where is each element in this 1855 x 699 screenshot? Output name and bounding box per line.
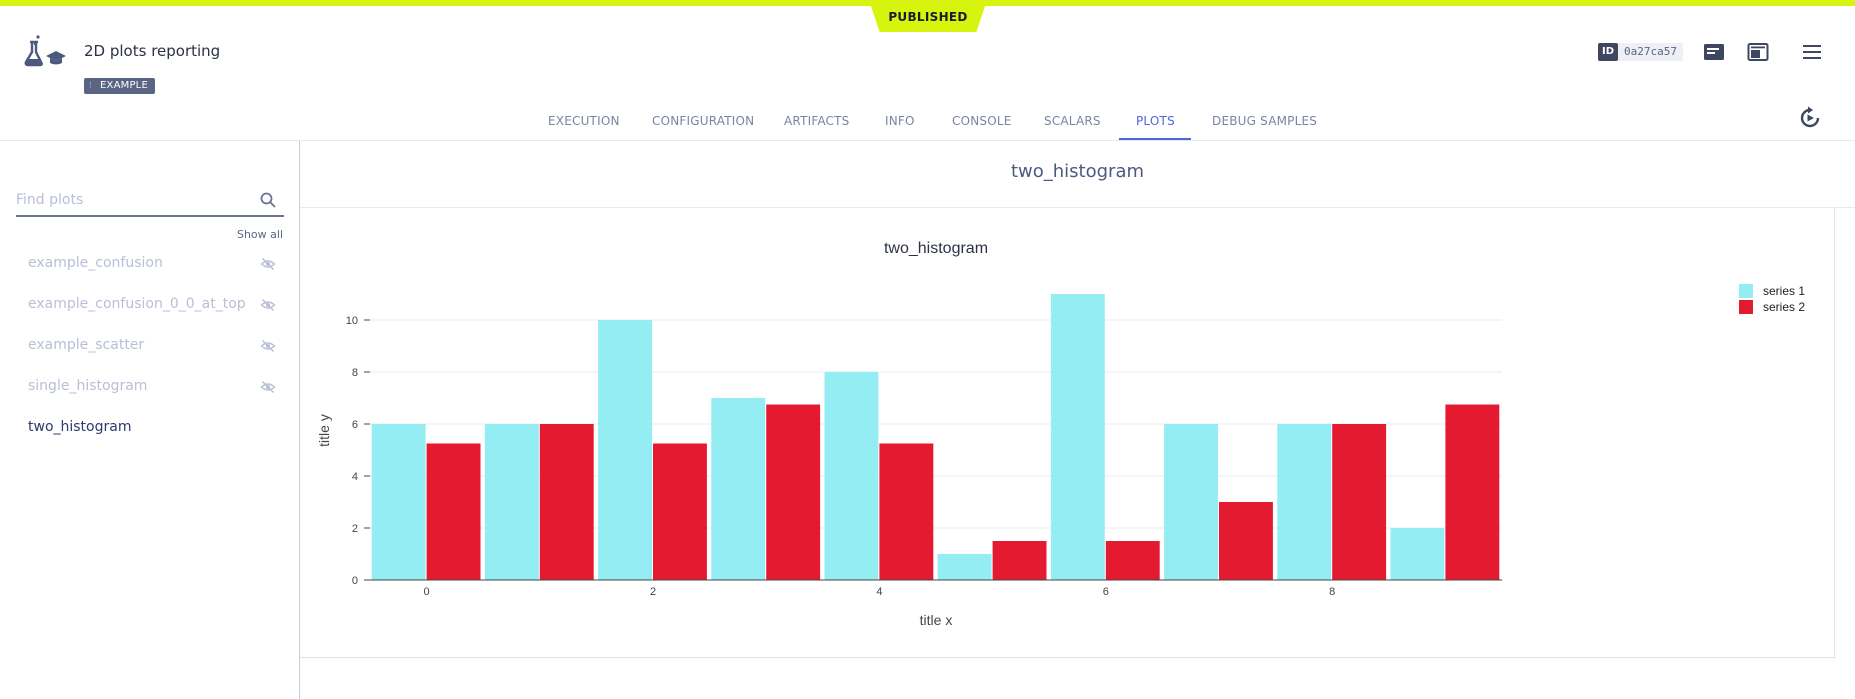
bar-series-1 [937, 554, 992, 580]
status-badge: PUBLISHED [869, 0, 987, 32]
plot-item-single-histogram[interactable]: single_histogram [28, 375, 288, 399]
x-tick-label: 0 [424, 586, 430, 598]
legend-swatch [1739, 284, 1753, 298]
search-icon[interactable] [260, 192, 276, 208]
experiment-title: 2D plots reporting [84, 42, 221, 60]
tag-label: EXAMPLE [100, 80, 148, 91]
active-tab-indicator [1119, 138, 1191, 140]
bar-series-2 [1105, 541, 1160, 580]
plot-item-label: single_histogram [28, 378, 148, 394]
histogram-chart[interactable]: 0 2 4 6 8 10 0 2 4 6 8 two_histogram title x title… [300, 208, 1834, 657]
example-tag[interactable]: ⁝ EXAMPLE [84, 78, 155, 94]
bar-series-2 [426, 443, 481, 580]
panel-divider [300, 207, 1855, 208]
auto-refresh-icon[interactable] [1797, 105, 1823, 131]
bar-series-2 [1332, 424, 1387, 580]
eye-off-icon[interactable] [260, 379, 276, 395]
y-tick-label: 0 [352, 575, 358, 587]
plot-item-label: example_scatter [28, 337, 145, 353]
eye-off-icon[interactable] [260, 297, 276, 313]
plot-item-example-scatter[interactable]: example_scatter [28, 334, 288, 358]
bar-series-2 [992, 541, 1047, 580]
plot-item-label: two_histogram [28, 419, 132, 435]
x-tick-label: 8 [1329, 586, 1335, 598]
details-panel-icon[interactable] [1702, 40, 1726, 64]
bar-series-2 [766, 404, 821, 580]
tick-labels: 0 2 4 6 8 10 0 2 4 6 8 [346, 315, 1336, 598]
tab-execution[interactable]: EXECUTION [548, 114, 620, 128]
bar-series-2 [539, 424, 594, 580]
legend-label: series 2 [1763, 300, 1805, 314]
tab-debug-samples[interactable]: DEBUG SAMPLES [1212, 114, 1318, 128]
plots-sidebar: Find plots Show all example_confusion ex… [0, 141, 300, 699]
x-tick-label: 4 [876, 586, 882, 598]
bar-series-1 [371, 424, 426, 580]
layout-toggle-icon[interactable] [1746, 40, 1770, 64]
menu-icon[interactable] [1800, 40, 1824, 64]
y-tick-label: 8 [352, 367, 358, 379]
tab-info[interactable]: INFO [885, 114, 915, 128]
experiment-icon [24, 35, 66, 67]
x-tick-label: 6 [1103, 586, 1109, 598]
x-tick-label: 2 [650, 586, 656, 598]
tag-icon: ⁝ [89, 81, 93, 91]
plot-panel: two_histogram 0 2 4 6 8 10 0 2 4 6 8 two_histogram… [300, 141, 1855, 699]
plot-item-label: example_confusion_0_0_at_top [28, 296, 246, 312]
panel-title: two_histogram [1010, 161, 1145, 182]
y-tick-label: 10 [346, 315, 358, 327]
eye-off-icon[interactable] [260, 256, 276, 272]
bar-series-1 [484, 424, 539, 580]
bar-series-1 [1390, 528, 1445, 580]
tab-scalars[interactable]: SCALARS [1044, 114, 1101, 128]
plot-item-example-confusion[interactable]: example_confusion [28, 252, 288, 276]
find-plots-search[interactable]: Find plots [16, 187, 284, 217]
y-tick-label: 2 [352, 523, 358, 535]
y-axis-label: title y [316, 414, 332, 447]
tab-console[interactable]: CONSOLE [952, 114, 1012, 128]
y-tick-label: 4 [352, 471, 358, 483]
search-placeholder: Find plots [16, 192, 84, 208]
plot-item-example-confusion-0-0-at-top[interactable]: example_confusion_0_0_at_top [28, 293, 288, 317]
tab-bar: EXECUTION CONFIGURATION ARTIFACTS INFO C… [0, 100, 1855, 141]
chart-title: two_histogram [884, 240, 988, 257]
chart-container: 0 2 4 6 8 10 0 2 4 6 8 two_histogram title x title… [300, 208, 1835, 658]
plot-item-label: example_confusion [28, 255, 163, 271]
bar-series-2 [1445, 404, 1500, 580]
tab-artifacts[interactable]: ARTIFACTS [784, 114, 850, 128]
legend-swatch [1739, 300, 1753, 314]
id-label: ID [1598, 43, 1619, 61]
id-value: 0a27ca57 [1618, 43, 1684, 61]
bar-series-1 [598, 320, 652, 580]
plot-item-two-histogram[interactable]: two_histogram [28, 416, 288, 440]
y-tick-label: 6 [352, 419, 358, 431]
bar-series-2 [879, 443, 934, 580]
bar-series-1 [824, 372, 879, 580]
bar-series-1 [711, 398, 766, 580]
experiment-id-badge[interactable]: ID 0a27ca57 [1598, 43, 1684, 61]
bar-series-1 [1277, 424, 1332, 580]
show-all-link[interactable]: Show all [236, 228, 283, 241]
bars [371, 294, 1500, 580]
x-axis-label: title x [920, 612, 953, 628]
eye-off-icon[interactable] [260, 338, 276, 354]
bar-series-2 [653, 443, 707, 580]
tab-configuration[interactable]: CONFIGURATION [652, 114, 755, 128]
bar-series-2 [1219, 502, 1273, 580]
legend-label: series 1 [1763, 284, 1805, 298]
legend[interactable]: series 1 series 2 [1739, 284, 1805, 314]
tab-plots[interactable]: PLOTS [1136, 114, 1175, 128]
bar-series-1 [1164, 424, 1218, 580]
bar-series-1 [1050, 294, 1105, 580]
